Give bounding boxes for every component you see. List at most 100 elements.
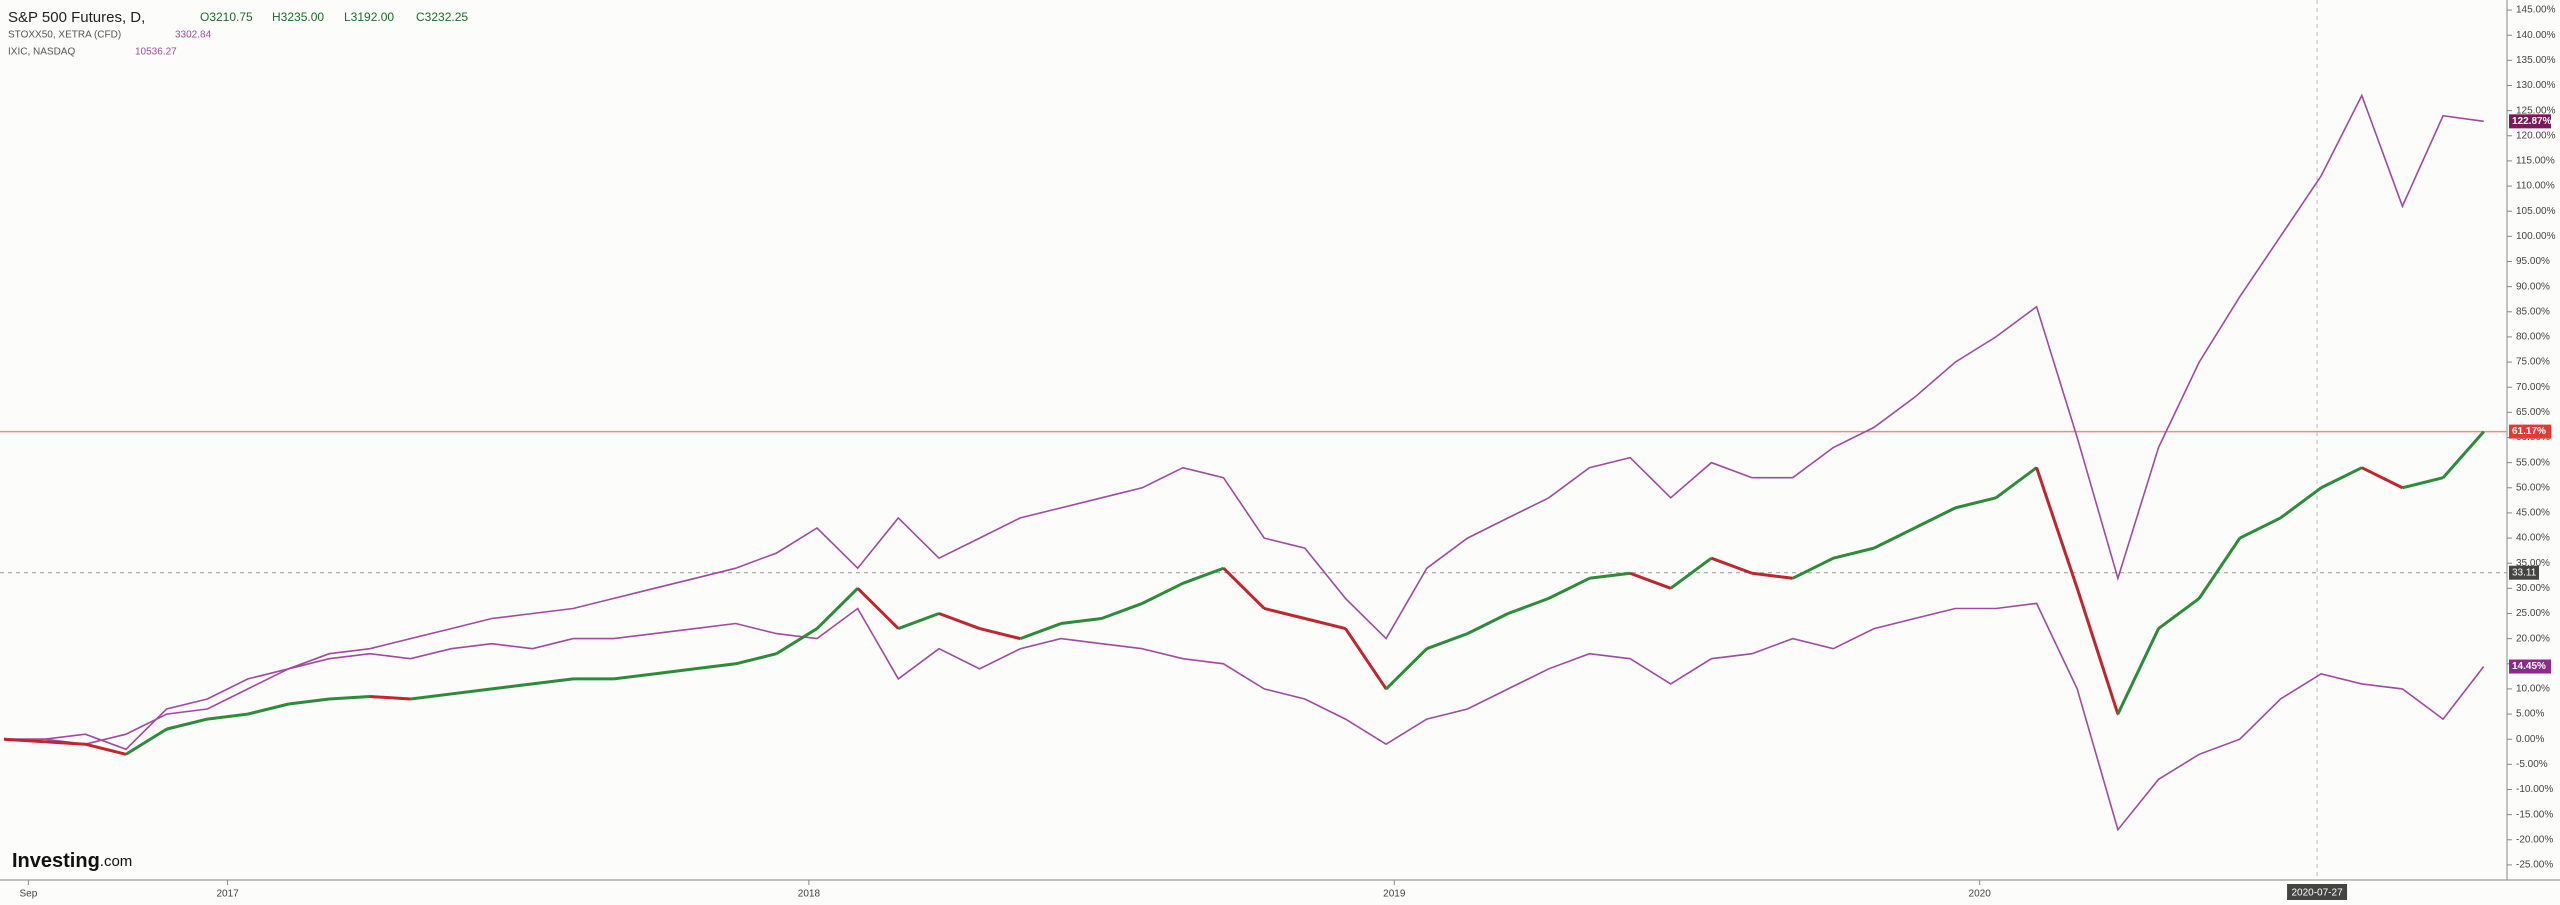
candle-segment <box>369 694 411 701</box>
x-tick-label: 2019 <box>1383 889 1406 900</box>
candle-segment <box>1832 546 1875 560</box>
legend-name: STOXX50, XETRA (CFD) <box>8 30 121 41</box>
y-tick-label: 0.00% <box>2516 734 2544 745</box>
candle-segment <box>1060 617 1102 626</box>
crosshair-y-badge <box>2509 565 2539 580</box>
candle-segment <box>125 727 168 756</box>
value-badge <box>2509 424 2551 439</box>
line-series <box>4 93 2484 751</box>
value-badge <box>2509 659 2551 674</box>
candle-segment <box>1263 607 1306 620</box>
legend-quote: L3192.00 <box>344 10 394 24</box>
y-tick-label: 25.00% <box>2516 608 2550 619</box>
x-tick-label: 2018 <box>798 889 821 900</box>
logo-suffix: .com <box>100 853 133 870</box>
candle-segment <box>2157 597 2201 630</box>
candle-segment <box>815 587 859 630</box>
candle-segment <box>2402 476 2444 490</box>
candle-segment <box>1019 622 1062 641</box>
legend-quote: 3302.84 <box>175 30 212 41</box>
candle-segment <box>1466 612 1509 635</box>
y-tick-label: 10.00% <box>2516 684 2550 695</box>
y-tick-label: 130.00% <box>2516 80 2556 91</box>
y-tick-label: 85.00% <box>2516 306 2550 317</box>
candle-segment <box>2075 587 2120 715</box>
candle-segment <box>1710 556 1753 575</box>
y-tick-label: 90.00% <box>2516 281 2550 292</box>
y-tick-label: 65.00% <box>2516 407 2550 418</box>
y-tick-label: 5.00% <box>2516 709 2544 720</box>
candle-segment <box>938 612 981 630</box>
logo-main: Investing <box>12 850 100 872</box>
y-tick-label: 75.00% <box>2516 357 2550 368</box>
candle-segment <box>1995 466 2038 500</box>
legend-quote: C3232.25 <box>416 10 468 24</box>
candle-segment <box>84 742 127 756</box>
candle-segment <box>1954 496 1997 510</box>
legend-quote: O3210.75 <box>200 10 253 24</box>
y-tick-label: 80.00% <box>2516 332 2550 343</box>
y-tick-label: 50.00% <box>2516 482 2550 493</box>
candle-segment <box>3 737 45 744</box>
y-tick-label: 145.00% <box>2516 5 2556 16</box>
legend-quote: 10536.27 <box>135 47 177 58</box>
candle-segment <box>2361 466 2404 490</box>
y-tick-label: 40.00% <box>2516 533 2550 544</box>
candle-segment <box>2197 537 2242 600</box>
candle-segment <box>613 672 655 681</box>
candle-segment <box>1669 556 1713 590</box>
y-tick-label: 70.00% <box>2516 382 2550 393</box>
x-tick-label: 2020 <box>1969 889 1992 900</box>
candle-segment <box>1507 596 1550 615</box>
candle-segment <box>897 612 940 630</box>
candle-segment <box>1141 581 1184 605</box>
legend: S&P 500 Futures, D, O3210.75 H3235.00 L3192… <box>8 9 468 58</box>
y-tick-label: 140.00% <box>2516 30 2556 41</box>
candle-segment <box>247 702 289 716</box>
value-badge-label: 14.45% <box>2512 661 2546 672</box>
candle-segment <box>856 587 900 630</box>
legend-name: S&P 500 Futures, D, <box>8 9 145 26</box>
y-tick-label: 115.00% <box>2516 156 2555 167</box>
candle-segment <box>532 677 574 686</box>
candle-segment <box>654 667 696 676</box>
y-tick-label: 110.00% <box>2516 181 2555 192</box>
y-tick-label: 100.00% <box>2516 231 2556 242</box>
candle-segment <box>1426 632 1468 651</box>
y-tick-label: 45.00% <box>2516 508 2550 519</box>
y-tick-label: -25.00% <box>2516 860 2553 871</box>
candle-segment <box>1385 647 1428 690</box>
y-tick-label: 95.00% <box>2516 256 2550 267</box>
legend-quote: H3235.00 <box>272 10 324 24</box>
y-tick-label: 30.00% <box>2516 583 2550 594</box>
candle-segment <box>166 717 208 731</box>
candle-segment <box>288 697 330 706</box>
y-tick-label: 55.00% <box>2516 457 2550 468</box>
candle-segment <box>1101 602 1143 620</box>
candle-segment <box>2320 466 2363 490</box>
candle-segment <box>1791 556 1834 580</box>
crosshair-y-label: 33.11 <box>2512 567 2537 578</box>
y-tick-label: 125.00% <box>2516 105 2556 116</box>
candle-segment <box>2441 430 2485 479</box>
candle-segment <box>410 692 452 701</box>
candle-segment <box>694 662 736 671</box>
y-tick-label: -15.00% <box>2516 809 2553 820</box>
candle-segment <box>1304 617 1346 631</box>
candle-segment <box>1629 571 1672 590</box>
candle-segment <box>2035 467 2079 589</box>
candle-segment <box>207 712 249 721</box>
y-tick-label: 105.00% <box>2516 206 2556 217</box>
line-series <box>4 602 2485 832</box>
value-badge-label: 61.17% <box>2512 426 2546 437</box>
x-tick-label: 2017 <box>216 889 239 900</box>
candle-segment <box>44 740 86 746</box>
candle-segment <box>775 627 818 655</box>
candle-segment <box>2116 627 2160 715</box>
candle-segment <box>2239 516 2282 540</box>
y-tick-label: 35.00% <box>2516 558 2550 569</box>
candle-segment <box>1182 566 1225 585</box>
